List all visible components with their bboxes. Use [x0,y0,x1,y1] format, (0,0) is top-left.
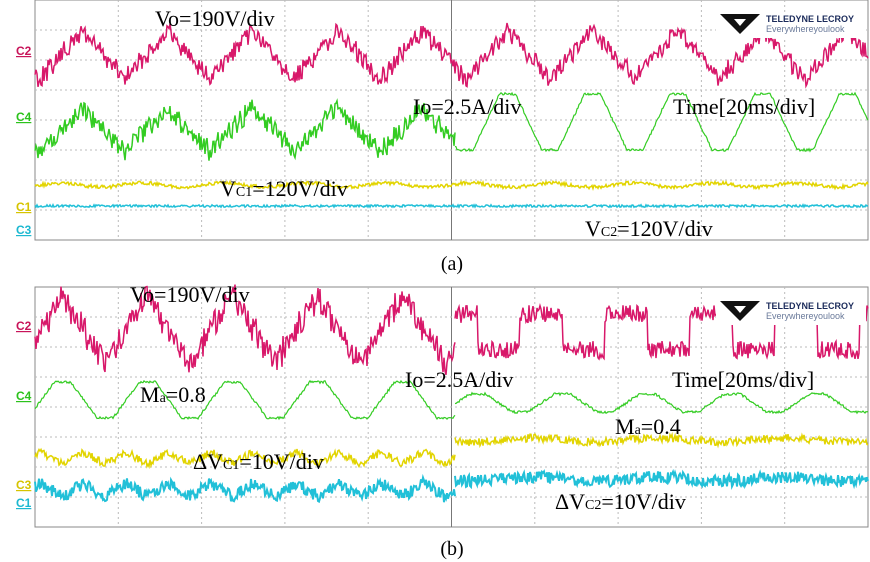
lead: ΔV [555,489,585,514]
sub: C2 [601,225,617,240]
label-io: Io=2.5A/div [405,367,513,392]
channel-label: C2 [16,44,32,58]
logo-slogan: Everywhereyoulook [766,311,845,321]
label-io: Io=2.5A/div [413,94,521,119]
channel-label: C3 [16,478,32,492]
label-vo: Vo=190V/div [155,6,275,31]
lead: M [140,382,160,407]
lead: ΔV [193,449,223,474]
tail: =120V/div [617,216,713,241]
channel-label: C1 [16,496,32,510]
tail: =10V/div [601,489,686,514]
figure: TELEDYNE LECROYEverywhereyoulook TELEDYN… [0,0,870,562]
label-ma1: Ma=0.8 [140,382,206,407]
tail: =0.4 [641,414,681,439]
label-time: Time[20ms/div] [673,94,815,119]
logo-brand: TELEDYNE LECROY [766,14,854,24]
caption: (b) [440,538,463,560]
label-vc1: ΔVC1=10V/div [193,449,324,474]
label-time: Time[20ms/div] [672,367,814,392]
lead: M [615,414,635,439]
caption: (a) [441,253,463,275]
channel-label: C4 [16,110,32,124]
tail: =0.8 [166,382,206,407]
page: TELEDYNE LECROYEverywhereyoulook TELEDYN… [0,0,870,562]
logo-slogan: Everywhereyoulook [766,24,845,34]
channel-label: C4 [16,389,32,403]
tail: =120V/div [252,176,348,201]
label-vc2: ΔVC2=10V/div [555,489,686,514]
channel-label: C3 [16,223,32,237]
logo-brand: TELEDYNE LECROY [766,301,854,311]
label-vo: Vo=190V/div [130,282,250,307]
tail: =10V/div [239,449,324,474]
channel-label: C1 [16,200,32,214]
channel-label: C2 [16,319,32,333]
sub: C1 [236,185,252,200]
lead: V [585,216,601,241]
sub: C1 [223,458,239,473]
label-ma2: Ma=0.4 [615,414,681,439]
sub: C2 [585,498,601,513]
lead: V [220,176,236,201]
